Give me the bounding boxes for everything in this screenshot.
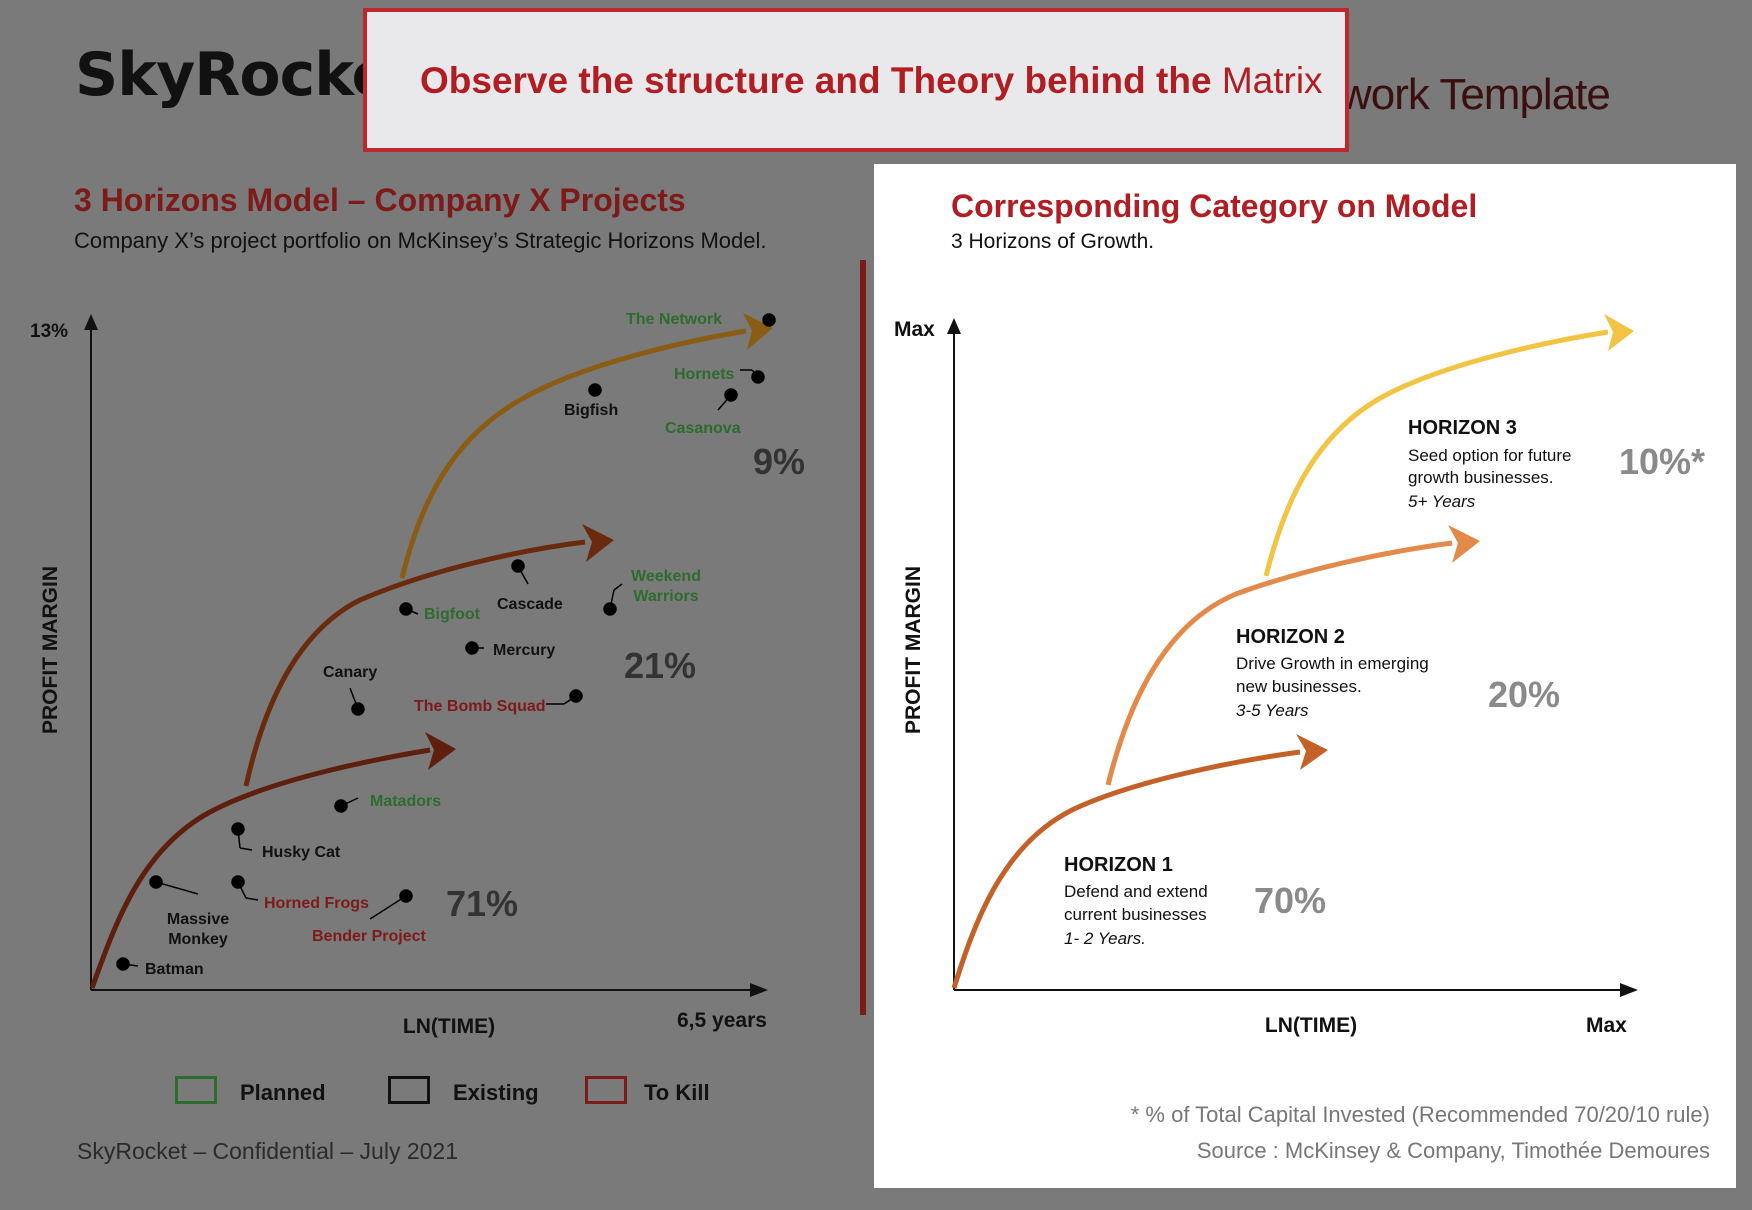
label-massive: Massive: [167, 911, 229, 928]
dot-bigfish: [588, 383, 602, 397]
background-title: work Template: [1340, 70, 1611, 119]
right-y-max-label: Max: [894, 318, 935, 341]
legend-planned-label: Planned: [240, 1080, 326, 1105]
horizon-3-line1: Seed option for future: [1408, 446, 1572, 465]
horizon-2-percent: 20%: [1488, 674, 1560, 715]
legend-to-kill-label: To Kill: [644, 1080, 710, 1105]
panel-divider: [860, 260, 866, 1015]
right-horizon-3-curve: [1263, 329, 1609, 577]
legend-to-kill-swatch: [585, 1076, 627, 1104]
label-mercury: Mercury: [493, 642, 555, 659]
label-matadors: Matadors: [370, 793, 441, 810]
left-horizon-1-curve: [89, 747, 431, 989]
horizon-3-percent: 10%*: [1619, 441, 1705, 482]
left-y-max-label: 13%: [30, 321, 68, 342]
legend-existing-label: Existing: [453, 1080, 539, 1105]
horizon-3-years: 5+ Years: [1408, 492, 1476, 511]
left-horizon-2-curve: [243, 539, 586, 787]
footer-confidential: SkyRocket – Confidential – July 2021: [77, 1138, 458, 1164]
horizon-2-line1: Drive Growth in emerging: [1236, 654, 1429, 673]
label-canary: Canary: [323, 664, 377, 681]
horizon-3-line2: growth businesses.: [1408, 468, 1554, 487]
legend-planned-swatch: [175, 1076, 217, 1104]
label-hornets: Hornets: [674, 366, 735, 383]
horizon-3-title: HORIZON 3: [1408, 417, 1517, 439]
label-the-network: The Network: [626, 311, 722, 328]
left-percent-horizon-3: 9%: [753, 441, 805, 482]
right-horizon-2-curve: [1105, 540, 1453, 786]
right-horizons-diagram: HORIZON 1 Defend and extend current busi…: [894, 314, 1705, 1037]
left-horizon-3-arrowhead: [743, 313, 773, 350]
left-horizons-diagram: The Network Hornets Bigfish Casanova Wee…: [30, 311, 805, 1038]
horizon-2-line2: new businesses.: [1236, 677, 1362, 696]
right-x-axis-label: LN(TIME): [1265, 1014, 1357, 1037]
label-casanova: Casanova: [665, 420, 741, 437]
right-y-axis-label: PROFIT MARGIN: [902, 566, 925, 734]
label-husky-cat: Husky Cat: [262, 844, 341, 861]
left-x-max-label: 6,5 years: [677, 1009, 767, 1032]
label-batman: Batman: [145, 961, 204, 978]
right-panel-subtitle: 3 Horizons of Growth.: [951, 230, 1155, 253]
horizon-1-percent: 70%: [1254, 880, 1326, 921]
legend-existing-swatch: [388, 1076, 430, 1104]
right-horizon-2-arrowhead: [1448, 525, 1480, 563]
label-cascade: Cascade: [497, 596, 563, 613]
left-percent-horizon-1: 71%: [446, 883, 518, 924]
label-the-bomb-squad: The Bomb Squad: [414, 698, 546, 715]
horizon-1-line2: current businesses: [1064, 905, 1207, 924]
left-y-axis-label: PROFIT MARGIN: [39, 566, 62, 734]
source-note: Source : McKinsey & Company, Timothée De…: [1196, 1138, 1710, 1163]
overlay-text-bold: Observe the structure and Theory behind …: [420, 60, 1212, 101]
label-horned-frogs: Horned Frogs: [264, 895, 369, 912]
logo-text: SkyRocket: [75, 40, 420, 110]
right-y-axis-arrow: [947, 318, 961, 334]
label-warriors: Warriors: [633, 588, 698, 605]
overlay-callout-text: Observe the structure and Theory behind …: [420, 60, 1323, 102]
left-horizon-1-arrowhead: [425, 732, 456, 770]
capital-note: * % of Total Capital Invested (Recommend…: [1130, 1102, 1710, 1127]
right-x-axis-arrow: [1620, 983, 1638, 997]
label-weekend: Weekend: [631, 568, 701, 585]
left-y-axis-arrow: [84, 314, 98, 330]
left-horizon-3-curve: [399, 328, 747, 579]
overlay-text-light: Matrix: [1221, 60, 1323, 101]
right-panel-title: Corresponding Category on Model: [951, 188, 1478, 224]
right-horizon-1-curve: [951, 749, 1301, 989]
horizon-2-years: 3-5 Years: [1236, 701, 1309, 720]
left-panel-subtitle: Company X’s project portfolio on McKinse…: [74, 228, 767, 253]
left-horizon-2-arrowhead: [582, 524, 614, 562]
skyrocket-logo: SkyRocket: [75, 40, 420, 110]
dot-the-network: [762, 313, 776, 327]
label-bigfish: Bigfish: [564, 402, 618, 419]
label-bender-project: Bender Project: [312, 928, 426, 945]
right-horizon-3-arrowhead: [1604, 314, 1634, 351]
horizon-2-title: HORIZON 2: [1236, 626, 1345, 648]
left-percent-horizon-2: 21%: [624, 645, 696, 686]
overlay-callout: [363, 8, 1349, 152]
horizon-1-title: HORIZON 1: [1064, 854, 1173, 876]
horizon-1-years: 1- 2 Years.: [1064, 929, 1146, 948]
left-x-axis-label: LN(TIME): [403, 1015, 495, 1038]
left-x-axis-arrow: [750, 983, 768, 997]
label-bigfoot: Bigfoot: [424, 606, 481, 623]
right-x-max-label: Max: [1586, 1014, 1627, 1037]
right-horizon-1-arrowhead: [1296, 734, 1328, 770]
label-monkey: Monkey: [168, 931, 228, 948]
left-panel-title: 3 Horizons Model – Company X Projects: [74, 182, 686, 218]
horizon-1-line1: Defend and extend: [1064, 882, 1208, 901]
